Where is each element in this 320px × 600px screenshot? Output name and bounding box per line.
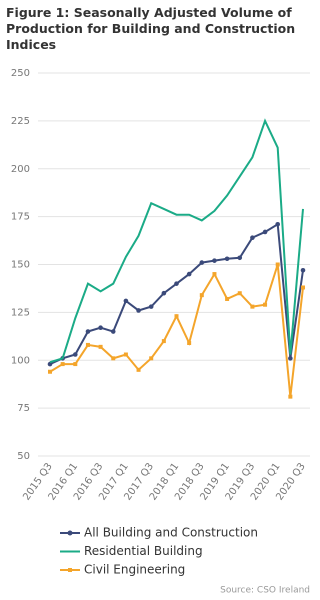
point — [300, 267, 306, 273]
y-tick-label: 100 — [11, 355, 30, 366]
point — [60, 362, 65, 367]
point — [148, 304, 154, 309]
point — [212, 258, 217, 263]
point — [263, 302, 268, 307]
point — [161, 339, 166, 344]
legend-label: All Building and Construction — [84, 526, 258, 540]
point — [174, 281, 179, 286]
series-line — [49, 118, 304, 364]
point — [98, 344, 103, 349]
point — [47, 361, 53, 367]
point — [85, 342, 90, 347]
point — [301, 285, 305, 290]
point — [48, 369, 52, 374]
y-tick-label: 125 — [11, 307, 30, 318]
point — [288, 394, 293, 399]
point — [73, 352, 78, 357]
point — [199, 260, 205, 265]
y-tick-label: 200 — [11, 164, 30, 175]
y-tick-label: 75 — [17, 403, 30, 414]
point — [262, 229, 268, 235]
point — [212, 272, 217, 277]
point — [123, 298, 129, 304]
point — [174, 314, 179, 319]
point — [224, 256, 230, 262]
legend-marker — [68, 568, 72, 572]
point — [199, 293, 204, 298]
legend-marker — [67, 530, 73, 536]
y-tick-label: 50 — [17, 451, 30, 462]
point — [237, 291, 242, 296]
point — [161, 290, 167, 296]
point — [149, 356, 154, 361]
point — [225, 296, 230, 301]
point — [136, 367, 141, 372]
point — [275, 262, 280, 267]
point — [111, 356, 116, 361]
source: Source: CSO Ireland — [220, 586, 310, 596]
legend-label: Civil Engineering — [84, 563, 185, 577]
y-tick-label: 225 — [11, 116, 30, 127]
point — [237, 255, 243, 261]
y-tick-label: 175 — [11, 212, 30, 223]
point — [110, 329, 116, 334]
point — [123, 352, 128, 357]
point — [187, 341, 192, 346]
y-tick-label: 150 — [11, 260, 30, 271]
point — [275, 221, 281, 227]
point — [98, 325, 103, 330]
point — [250, 304, 255, 309]
point — [288, 356, 293, 361]
point — [250, 235, 255, 240]
point — [73, 362, 78, 367]
point — [85, 329, 91, 334]
point — [186, 271, 192, 277]
chart-title: Figure 1: Seasonally Adjusted Volume of … — [6, 5, 296, 52]
point — [136, 308, 141, 313]
y-tick-label: 250 — [11, 68, 30, 79]
legend-label: Residential Building — [84, 544, 203, 558]
